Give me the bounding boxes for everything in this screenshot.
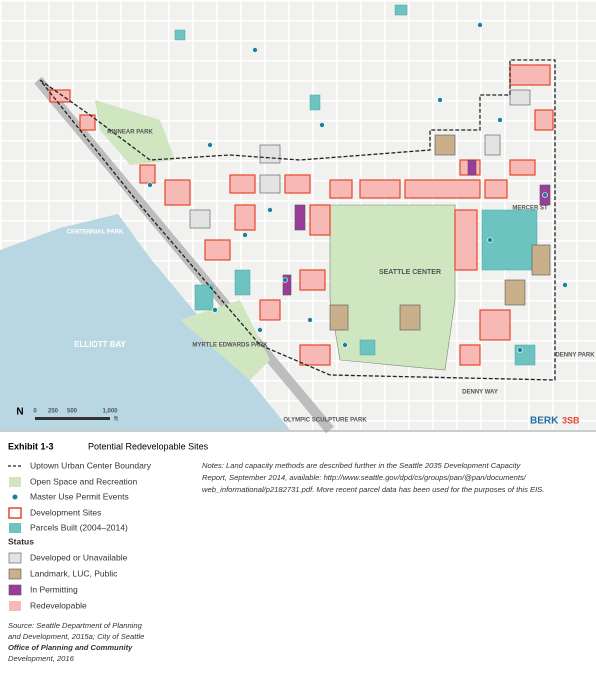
map-label: DENNY WAY bbox=[462, 390, 498, 396]
legend-label: Parcels Built (2004–2014) bbox=[30, 522, 128, 532]
legend-label: Redevelopable bbox=[30, 600, 87, 610]
legend: Uptown Urban Center Boundary Open Space … bbox=[8, 460, 152, 611]
map-label: CENTENNIAL PARK bbox=[67, 230, 124, 236]
map-label: OLYMPIC SCULPTURE PARK bbox=[283, 418, 367, 424]
park bbox=[180, 300, 270, 380]
legend-label: Open Space and Recreation bbox=[30, 476, 138, 486]
legend-label: Uptown Urban Center Boundary bbox=[30, 460, 152, 470]
scale-label: 250 bbox=[48, 409, 59, 415]
caption-title: Potential Redevelopable Sites bbox=[88, 441, 209, 451]
map-label: DENNY PARK bbox=[555, 353, 595, 359]
north-arrow: N bbox=[16, 407, 23, 418]
scale-label: 500 bbox=[67, 409, 78, 415]
scale-bar: N 0 250 500 1,000 ft bbox=[16, 407, 118, 423]
logo: BERK bbox=[530, 416, 559, 427]
source: Development, 2016 bbox=[8, 654, 75, 663]
boundary bbox=[39, 59, 556, 381]
legend-label: Master Use Permit Events bbox=[30, 491, 129, 501]
seattle-center bbox=[329, 204, 456, 371]
scale-label: 1,000 bbox=[102, 409, 118, 415]
map: ELLIOTT BAY SEATTLE CENTER CENTENNIAL PA… bbox=[0, 0, 596, 434]
logo: 3SB bbox=[562, 415, 580, 425]
note: web_informational/p2182731.pdf. More rec… bbox=[202, 485, 544, 494]
water bbox=[0, 214, 290, 430]
railway bbox=[34, 76, 334, 434]
scale-unit: ft bbox=[114, 417, 118, 423]
map-label: SEATTLE CENTER bbox=[379, 269, 441, 276]
map-label: ELLIOTT BAY bbox=[74, 340, 126, 349]
map-label: KINNEAR PARK bbox=[107, 130, 153, 136]
legend-label: Landmark, LUC, Public bbox=[30, 568, 118, 578]
map-label: MERCER ST bbox=[512, 206, 548, 212]
legend-label: Developed or Unavailable bbox=[30, 552, 128, 562]
source: Office of Planning and Community bbox=[8, 643, 133, 652]
legend-label: Development Sites bbox=[30, 507, 101, 517]
legend-title: Status bbox=[8, 536, 34, 546]
note: Notes: Land capacity methods are describ… bbox=[202, 461, 521, 470]
park bbox=[95, 100, 175, 165]
source: and Development, 2015a; City of Seattle bbox=[8, 632, 144, 641]
exhibit: Exhibit 1-3 bbox=[8, 441, 54, 451]
legend-label: In Permitting bbox=[30, 584, 78, 594]
scale-label: 0 bbox=[33, 409, 37, 415]
map-label: MYRTLE EDWARDS PARK bbox=[192, 343, 268, 349]
parcels bbox=[49, 4, 554, 366]
permit-events bbox=[147, 22, 568, 353]
source: Source: Seattle Department of Planning bbox=[8, 621, 143, 630]
note: Report, September 2014, available: http:… bbox=[202, 473, 527, 482]
